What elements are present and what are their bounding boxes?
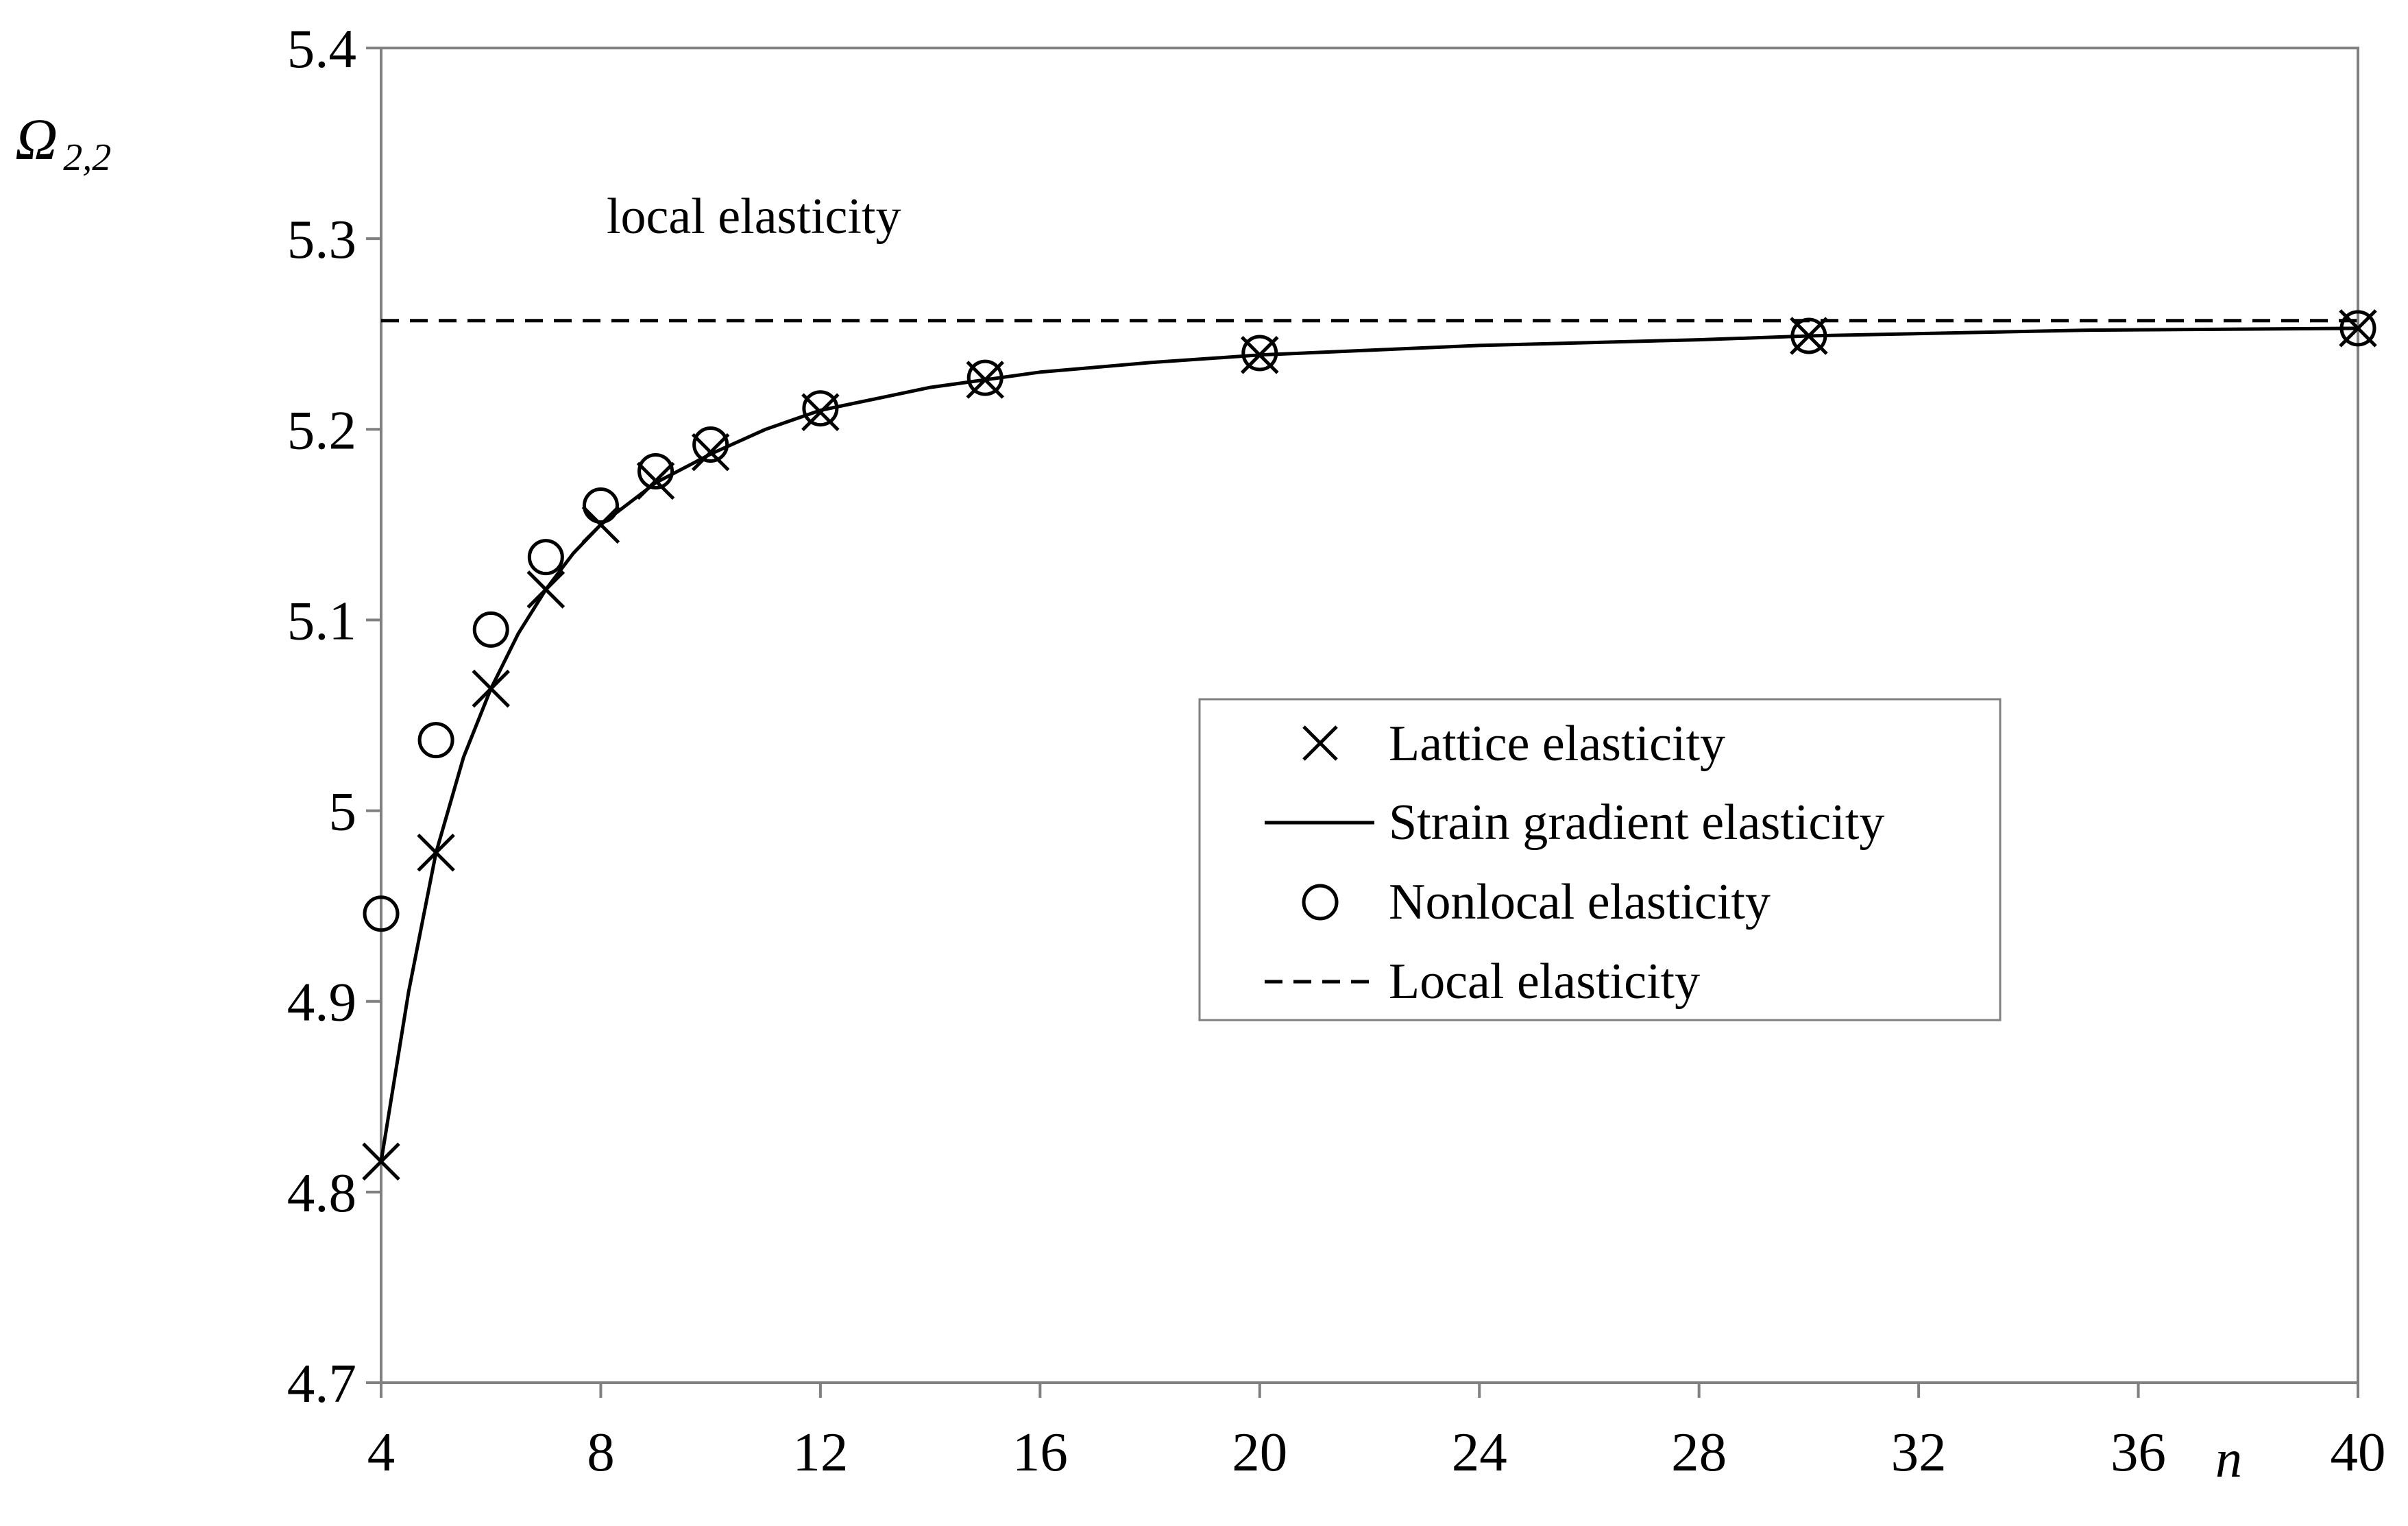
strain-gradient-line [379,326,2359,1162]
legend-symbol-circle [1302,884,1339,921]
lattice-point [636,461,675,500]
nonlocal-point [363,895,400,932]
lattice-point [526,570,565,609]
y-tick-label: 4.7 [287,1353,356,1414]
nonlocal-point [527,539,564,576]
x-tick-label: 12 [792,1421,848,1483]
legend-label-local: Local elasticity [1389,954,1700,1010]
nonlocal-point [2339,310,2376,347]
y-axis: 4.7 4.8 4.9 5 5.1 5.2 5.3 5.4 [287,18,381,1414]
nonlocal-point [692,426,729,463]
y-tick-label: 5.1 [287,590,356,651]
legend-item-nonlocal: Nonlocal elasticity [1302,874,1771,930]
legend-box [1198,698,2002,1021]
legend: Lattice elasticity Strain gradient elast… [1198,698,2002,1021]
plot-frame [380,47,2359,1384]
legend-label-strain-gradient: Strain gradient elasticity [1389,795,1884,851]
legend-symbol-x [1302,725,1338,761]
legend-label-nonlocal: Nonlocal elasticity [1389,874,1771,930]
nonlocal-point [582,487,619,524]
y-tick-label: 5.3 [287,208,356,270]
x-tick-label: 24 [1452,1421,1507,1483]
nonlocal-point [966,359,1004,396]
y-axis-label-main: Ω [15,106,58,172]
x-axis: 4 8 12 16 20 24 28 32 36 40 [367,1383,2386,1483]
x-tick-label: 28 [1671,1421,1727,1483]
lattice-point [801,393,840,432]
nonlocal-point [417,722,454,759]
y-axis-label: Ω 2,2 [15,106,111,179]
lattice-point [417,833,455,872]
legend-item-strain-gradient: Strain gradient elasticity [1265,795,1884,851]
y-tick-label: 5.2 [287,399,356,461]
legend-item-local: Local elasticity [1265,954,1700,1010]
lattice-point [362,1142,400,1181]
y-tick-label: 5 [329,781,357,843]
x-axis-label: n [2215,1429,2242,1488]
x-tick-label: 4 [367,1421,396,1483]
annotation-local-elasticity: local elasticity [607,189,901,245]
legend-item-lattice: Lattice elasticity [1302,716,1725,772]
plot-area [362,309,2377,1181]
x-tick-label: 16 [1012,1421,1068,1483]
nonlocal-point [1241,335,1278,372]
y-tick-label: 4.9 [287,971,356,1033]
x-tick-label: 8 [587,1421,615,1483]
lattice-point [691,433,730,472]
x-tick-label: 40 [2331,1421,2386,1483]
x-tick-label: 20 [1232,1421,1287,1483]
y-tick-label: 5.4 [287,18,356,80]
y-tick-label: 4.8 [287,1162,356,1224]
x-tick-label: 36 [2111,1421,2166,1483]
nonlocal-point [1790,317,1827,354]
legend-label-lattice: Lattice elasticity [1389,716,1725,772]
lattice-point [581,505,620,544]
nonlocal-point [637,452,674,489]
x-tick-label: 32 [1891,1421,1947,1483]
nonlocal-point [472,611,509,648]
nonlocal-point [802,390,839,427]
lattice-point [472,669,510,708]
y-axis-label-subscript: 2,2 [63,136,111,179]
